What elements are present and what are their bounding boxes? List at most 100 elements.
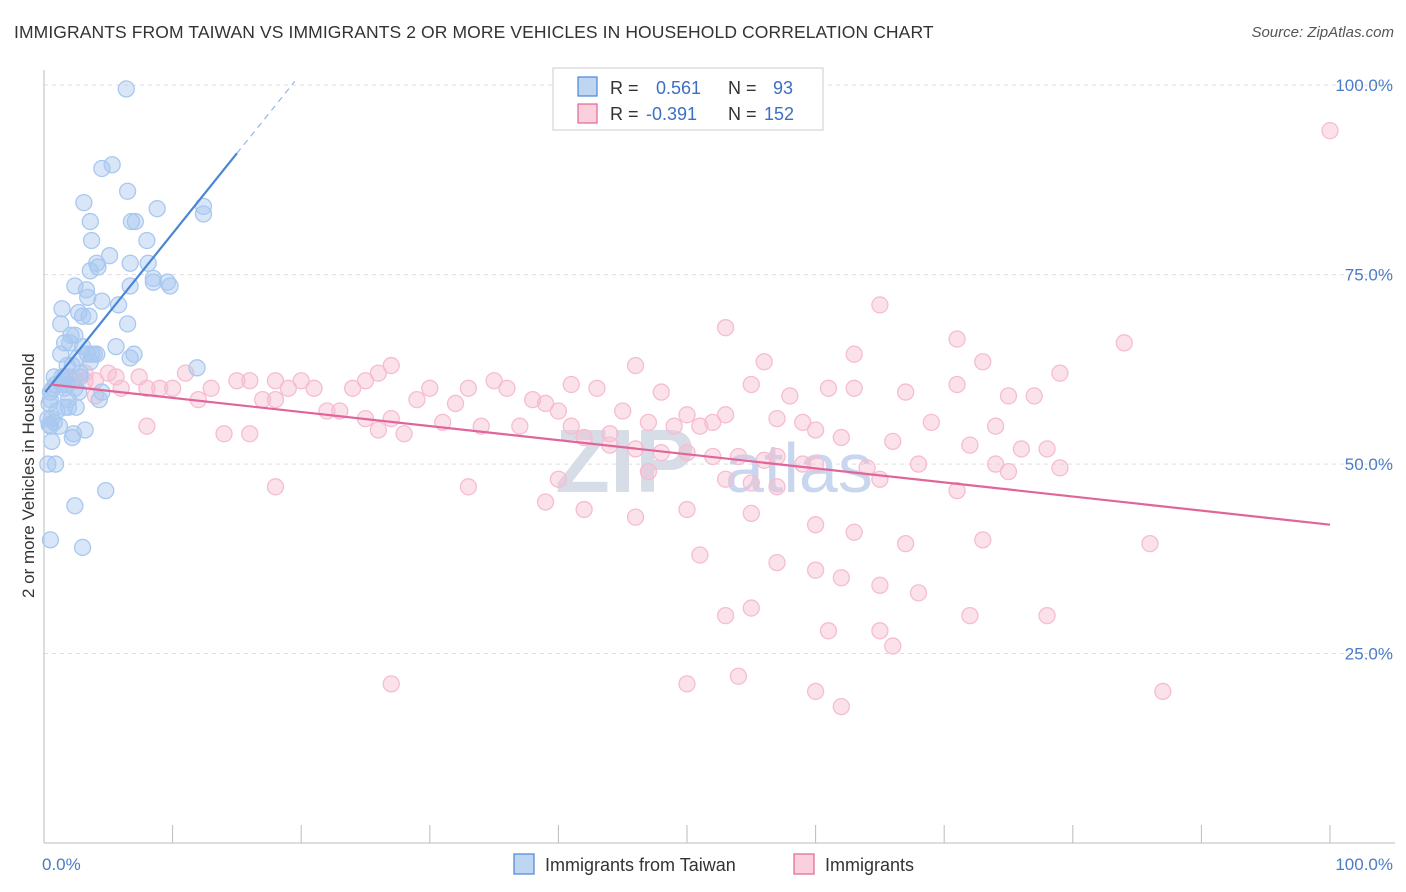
immigrants-point (729, 447, 748, 466)
bottom-legend-label-immigrants: Immigrants (825, 855, 914, 875)
taiwan-point (61, 334, 79, 352)
taiwan-point (63, 428, 81, 447)
legend-swatch-immigrants (577, 103, 598, 124)
taiwan-point (43, 432, 61, 450)
immigrants-point (562, 417, 580, 435)
taiwan-point (121, 349, 139, 367)
immigrants-point (1038, 606, 1056, 625)
source-credit: Source: ZipAtlas.com (1251, 24, 1394, 41)
immigrants-point (742, 504, 760, 522)
taiwan-point (93, 292, 111, 310)
immigrants-point (871, 296, 889, 314)
immigrants-point (626, 508, 645, 526)
immigrants-point (382, 675, 400, 693)
immigrants-point (858, 459, 876, 477)
immigrants-point (614, 402, 632, 420)
immigrants-point (266, 478, 285, 496)
bottom-legend-swatch-taiwan (513, 853, 535, 875)
immigrants-point (498, 379, 516, 397)
immigrants-point (626, 356, 645, 375)
immigrants-point (588, 379, 606, 397)
immigrants-point (948, 330, 966, 348)
immigrants-point (511, 417, 529, 435)
taiwan-point (53, 300, 71, 318)
taiwan-point (117, 80, 135, 98)
immigrants-point (562, 375, 580, 394)
immigrants-point (948, 481, 966, 500)
immigrants-point (343, 379, 362, 397)
immigrants-point (768, 478, 786, 496)
immigrants-point (961, 606, 979, 625)
immigrants-point (922, 413, 940, 432)
immigrants-point (742, 599, 760, 617)
immigrants-point (266, 391, 285, 409)
immigrants-point (678, 500, 696, 519)
immigrants-point (241, 425, 259, 443)
immigrants-point (948, 375, 966, 394)
immigrants-point (806, 516, 825, 534)
immigrants-point (459, 379, 478, 397)
immigrants-point (524, 391, 542, 409)
immigrants-point (279, 379, 297, 397)
y-tick-label: 25.0% (1345, 645, 1393, 664)
immigrants-point (1154, 682, 1172, 701)
immigrants-point (382, 409, 400, 428)
taiwan-point (188, 359, 206, 377)
legend-r-value-1: -0.391 (646, 104, 697, 124)
immigrants-point (845, 523, 863, 541)
immigrants-point (665, 417, 683, 435)
taiwan-point (194, 205, 213, 223)
immigrants-point (536, 394, 555, 413)
legend-n-value-0: 93 (773, 78, 793, 98)
immigrants-point (138, 379, 156, 397)
tick-labels: 25.0% 50.0% 75.0% 100.0% 0.0% 100.0% (42, 76, 1393, 874)
immigrants-point (459, 478, 478, 496)
immigrants-point (794, 413, 812, 432)
immigrants-point (678, 406, 696, 424)
immigrants-point (832, 569, 850, 587)
immigrants-point (755, 451, 773, 469)
legend-swatch-taiwan (577, 76, 598, 97)
immigrants-point (691, 417, 709, 435)
bottom-legend-swatch-immigrants (793, 853, 815, 875)
immigrants-point (716, 319, 735, 337)
immigrants-point (896, 535, 915, 553)
immigrants-point (202, 379, 220, 397)
immigrants-point (369, 421, 388, 439)
immigrants-point (742, 375, 760, 394)
immigrants-point (986, 455, 1005, 473)
immigrants-point (999, 387, 1018, 405)
taiwan-point (103, 156, 121, 174)
taiwan-point (118, 182, 137, 200)
immigrants-point (716, 470, 735, 488)
immigrants-point (742, 474, 760, 492)
immigrants-point (832, 428, 850, 447)
taiwan-point (46, 455, 65, 473)
immigrants-point (909, 455, 928, 473)
taiwan-point (109, 296, 128, 314)
immigrants-point (999, 463, 1018, 481)
taiwan-point (138, 231, 156, 250)
bottom-legend: Immigrants from Taiwan Immigrants (513, 853, 914, 875)
taiwan-point (90, 391, 108, 409)
immigrants-point (485, 372, 503, 390)
immigrants-point (819, 379, 838, 397)
immigrants-point (974, 353, 992, 371)
taiwan-point (107, 337, 125, 356)
legend-r-value-0: 0.561 (656, 78, 701, 98)
immigrants-point (408, 391, 426, 409)
immigrants-point (395, 425, 413, 443)
immigrants-point (1115, 334, 1133, 352)
immigrants-point (369, 364, 388, 382)
immigrants-point (678, 675, 696, 693)
immigrants-point (871, 622, 889, 640)
immigrants-point (1038, 440, 1056, 458)
immigrants-point (1012, 440, 1031, 458)
immigrants-point (305, 379, 323, 397)
immigrants-point (704, 413, 722, 432)
immigrants-point (1141, 535, 1159, 553)
immigrants-point (716, 606, 735, 625)
immigrants-point (652, 383, 670, 401)
x-tick-label: 100.0% (1335, 855, 1393, 874)
y-axis-label: 2 or more Vehicles in Household (19, 353, 38, 598)
